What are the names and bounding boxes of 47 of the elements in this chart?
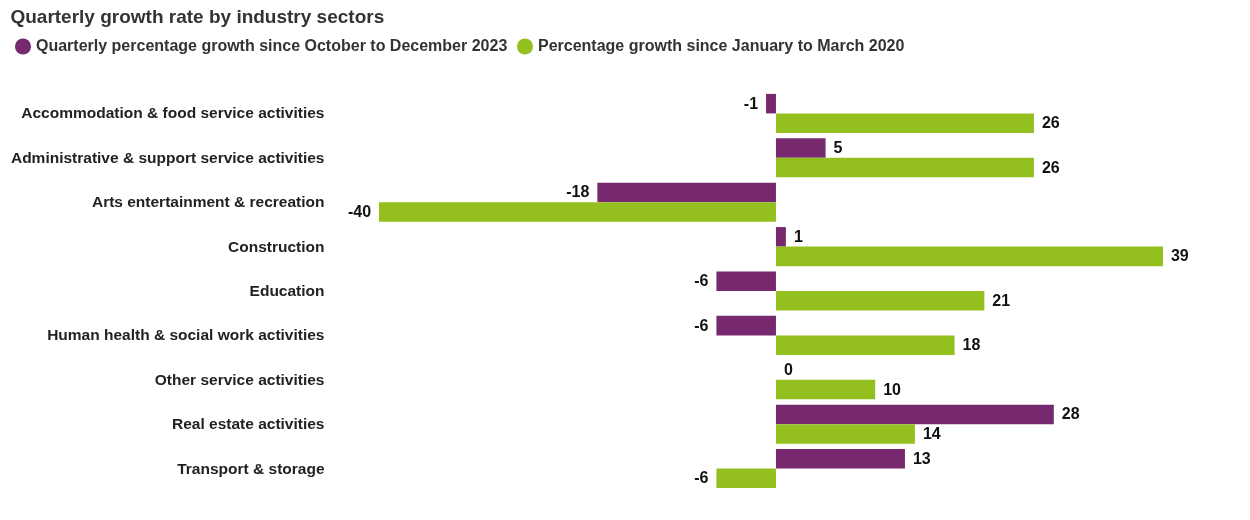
y-tick-label: Transport & storage [177, 459, 325, 477]
bar [775, 379, 876, 400]
data-label: 28 [1061, 405, 1080, 423]
bar [775, 113, 1034, 133]
bar [597, 182, 776, 203]
bar [775, 335, 955, 355]
data-label: -6 [694, 469, 709, 487]
bar [775, 246, 1163, 267]
data-label: -1 [743, 94, 759, 112]
y-tick-label: Human health & social work activities [47, 326, 325, 344]
data-label: -6 [694, 272, 709, 290]
data-label: 0 [783, 361, 793, 379]
data-label: -40 [347, 202, 372, 220]
y-tick-label: Accommodation & food service activities [21, 104, 325, 122]
data-label: 1 [793, 227, 803, 245]
data-label: 26 [1041, 158, 1060, 176]
bar [775, 227, 786, 247]
data-label: 39 [1170, 247, 1189, 265]
data-label: 14 [922, 424, 941, 442]
legend-label: Quarterly percentage growth since October to December 2023 [36, 37, 508, 55]
data-label: 18 [962, 336, 981, 354]
bar [716, 468, 776, 489]
bar [775, 157, 1034, 178]
data-label: 13 [912, 449, 931, 467]
bar [716, 315, 776, 336]
bar [775, 138, 826, 158]
data-label: 10 [883, 380, 902, 398]
text: Quarterly growth rate by industry sectors [10, 6, 385, 27]
data-label: -6 [694, 316, 709, 334]
y-tick-label: Real estate activities [171, 415, 325, 433]
data-label: 21 [992, 291, 1011, 309]
bar [775, 404, 1054, 425]
y-tick-label: Arts entertainment & recreation [91, 193, 325, 211]
data-label: 5 [833, 139, 843, 157]
data-label: 26 [1041, 114, 1060, 132]
legend-label: Percentage growth since January to March 2020 [538, 37, 905, 55]
y-tick-label: Administrative & support service activities [10, 148, 325, 166]
bar [716, 271, 776, 291]
bar [775, 291, 985, 311]
bar [379, 202, 776, 222]
bar [766, 93, 776, 114]
y-tick-label: Other service activities [154, 370, 325, 388]
y-tick-label: Construction [228, 237, 325, 255]
bar [775, 449, 905, 469]
bar [775, 424, 915, 444]
y-tick-label: Education [249, 282, 325, 299]
data-label: -18 [566, 183, 590, 201]
